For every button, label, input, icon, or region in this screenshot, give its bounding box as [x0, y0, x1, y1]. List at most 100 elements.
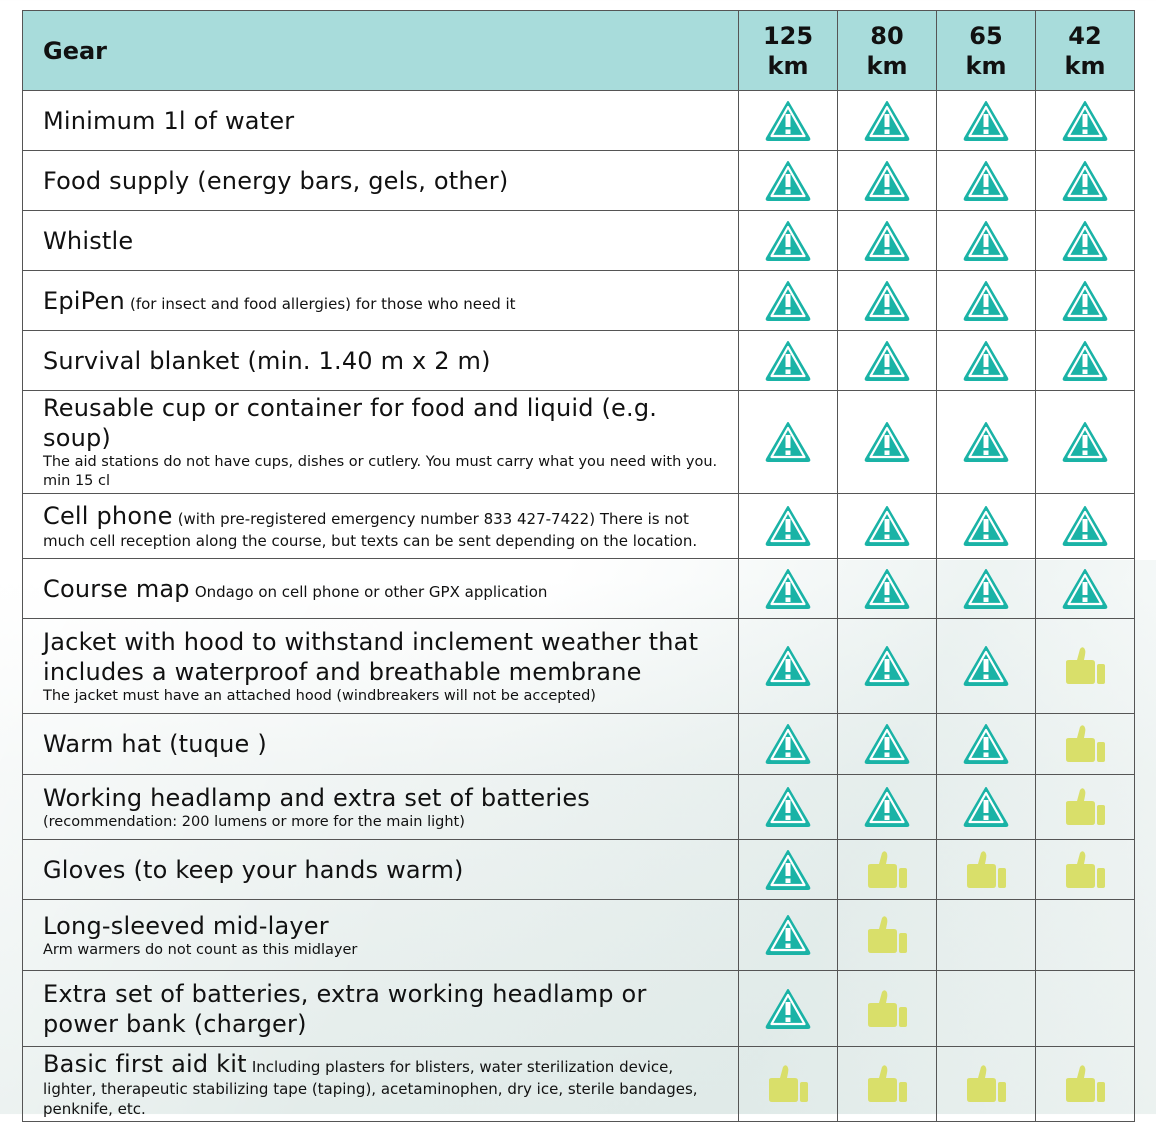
gear-note: Ondago on cell phone or other GPX applic…: [194, 582, 548, 601]
requirement-cell: [837, 713, 937, 775]
warning-triangle-icon: [765, 280, 811, 321]
gear-title: Basic first aid kit: [43, 1050, 247, 1078]
requirement-cell: [738, 618, 838, 714]
requirement-cell: [837, 558, 937, 619]
warning-triangle-icon: [1062, 160, 1108, 201]
requirement-cell: [738, 330, 838, 391]
requirement-cell: [1035, 493, 1135, 559]
requirement-cell: [936, 774, 1036, 840]
requirement-cell: [936, 90, 1036, 151]
warning-triangle-icon: [1062, 506, 1108, 546]
requirement-cell: [837, 839, 937, 900]
warning-triangle-icon: [765, 100, 811, 141]
gear-row: Long-sleeved mid-layer Arm warmers do not…: [22, 899, 1135, 971]
requirement-cell: [936, 713, 1036, 775]
warning-triangle-icon: [864, 220, 910, 261]
warning-triangle-icon: [765, 915, 811, 955]
warning-triangle-icon: [864, 100, 910, 141]
gear-item-cell: EpiPen (for insect and food allergies) f…: [22, 270, 739, 331]
thumbs-up-icon: [865, 916, 909, 953]
warning-triangle-icon: [765, 849, 811, 890]
gear-title: Minimum 1l of water: [43, 106, 295, 135]
requirement-cell: [936, 210, 1036, 271]
requirement-cell: [936, 150, 1036, 211]
requirement-cell: [1035, 270, 1135, 331]
requirement-cell: [837, 270, 937, 331]
requirement-cell: [738, 1046, 838, 1122]
requirement-cell: [1035, 618, 1135, 714]
distance-value: 80: [870, 21, 904, 50]
thumbs-up-icon: [1063, 725, 1107, 762]
thumbs-up-icon: [1063, 1065, 1107, 1102]
warning-triangle-icon: [765, 988, 811, 1029]
gear-item-cell: Cell phone (with pre-registered emergenc…: [22, 493, 739, 559]
warning-triangle-icon: [864, 724, 910, 764]
requirement-cell: [837, 1046, 937, 1122]
gear-item-cell: Extra set of batteries, extra working he…: [22, 970, 739, 1047]
gear-note: (with pre-registered emergency number 83…: [43, 510, 698, 550]
gear-row: Jacket with hood to withstand inclement …: [22, 618, 1135, 714]
requirement-cell: [1035, 330, 1135, 391]
warning-triangle-icon: [864, 340, 910, 381]
requirement-cell: [936, 899, 1036, 971]
gear-title: Long-sleeved mid-layer: [43, 911, 329, 940]
warning-triangle-icon: [765, 220, 811, 261]
warning-triangle-icon: [765, 506, 811, 546]
gear-title: Cell phone: [43, 502, 173, 530]
gear-title: Course map: [43, 574, 190, 603]
gear-item-cell: Reusable cup or container for food and l…: [22, 390, 739, 494]
warning-triangle-icon: [1062, 568, 1108, 609]
gear-item-cell: Jacket with hood to withstand inclement …: [22, 618, 739, 714]
gear-note: (for insect and food allergies) for thos…: [129, 294, 516, 313]
gear-row: Minimum 1l of water: [22, 90, 1135, 151]
warning-triangle-icon: [963, 280, 1009, 321]
requirement-cell: [837, 330, 937, 391]
requirement-cell: [738, 899, 838, 971]
requirement-cell: [1035, 774, 1135, 840]
warning-triangle-icon: [864, 506, 910, 546]
gear-title: Whistle: [43, 226, 134, 255]
distance-value: 42: [1068, 21, 1102, 50]
gear-item-cell: Working headlamp and extra set of batter…: [22, 774, 739, 840]
requirement-cell: [1035, 970, 1135, 1047]
gear-item-cell: Food supply (energy bars, gels, other): [22, 150, 739, 211]
warning-triangle-icon: [864, 787, 910, 827]
distance-value: 65: [969, 21, 1003, 50]
warning-triangle-icon: [963, 646, 1009, 686]
gear-item-cell: Survival blanket (min. 1.40 m x 2 m): [22, 330, 739, 391]
gear-title: Extra set of batteries, extra working he…: [43, 979, 647, 1038]
requirement-cell: [837, 774, 937, 840]
gear-title: EpiPen: [43, 286, 125, 315]
requirement-cell: [936, 493, 1036, 559]
distance-unit: km: [767, 51, 809, 80]
requirement-cell: [936, 558, 1036, 619]
requirement-cell: [738, 270, 838, 331]
warning-triangle-icon: [1062, 422, 1108, 462]
thumbs-up-icon: [766, 1065, 810, 1102]
warning-triangle-icon: [864, 280, 910, 321]
warning-triangle-icon: [963, 724, 1009, 764]
gear-title: Warm hat (tuque ): [43, 730, 267, 758]
warning-triangle-icon: [963, 568, 1009, 609]
gear-row: Working headlamp and extra set of batter…: [22, 774, 1135, 840]
gear-row: Gloves (to keep your hands warm): [22, 839, 1135, 900]
gear-row: EpiPen (for insect and food allergies) f…: [22, 270, 1135, 331]
requirement-cell: [738, 713, 838, 775]
requirement-cell: [1035, 558, 1135, 619]
distance-header-65: 65 km: [936, 10, 1036, 91]
warning-triangle-icon: [864, 422, 910, 462]
requirement-cell: [738, 558, 838, 619]
gear-row: Cell phone (with pre-registered emergenc…: [22, 493, 1135, 559]
warning-triangle-icon: [864, 646, 910, 686]
warning-triangle-icon: [1062, 100, 1108, 141]
warning-triangle-icon: [963, 506, 1009, 546]
requirement-cell: [738, 390, 838, 494]
gear-row: Basic first aid kit Including plasters f…: [22, 1046, 1135, 1122]
warning-triangle-icon: [963, 220, 1009, 261]
warning-triangle-icon: [765, 568, 811, 609]
requirement-cell: [738, 970, 838, 1047]
gear-row: Extra set of batteries, extra working he…: [22, 970, 1135, 1047]
gear-item-cell: Warm hat (tuque ): [22, 713, 739, 775]
distance-unit: km: [1064, 51, 1106, 80]
requirement-cell: [936, 618, 1036, 714]
